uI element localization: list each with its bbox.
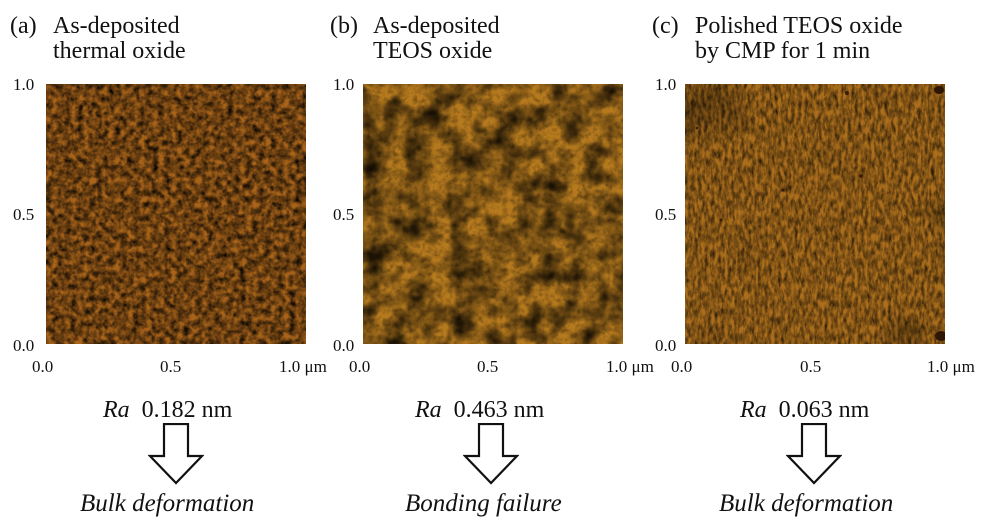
x-tick-start: 0.0 bbox=[349, 357, 371, 376]
result-text: Bulk deformation bbox=[80, 490, 255, 517]
y-tick-bottom: 0.0 bbox=[13, 336, 35, 355]
x-tick-middle: 0.5 bbox=[160, 357, 182, 376]
x-tick-end: 1.0 μm bbox=[927, 357, 975, 376]
panel-label: (b) bbox=[330, 13, 358, 39]
ra-number: 0.463 nm bbox=[453, 397, 545, 423]
y-tick-bottom: 0.0 bbox=[655, 336, 677, 355]
panel-c: (c) Polished TEOS oxide by CMP for 1 min… bbox=[652, 0, 982, 527]
result-text: Bulk deformation bbox=[719, 490, 894, 517]
down-arrow-icon bbox=[462, 422, 520, 485]
panel-title: Polished TEOS oxide by CMP for 1 min bbox=[695, 13, 903, 64]
x-tick-start: 0.0 bbox=[671, 357, 693, 376]
x-tick-middle: 0.5 bbox=[477, 357, 499, 376]
ra-symbol: Ra bbox=[103, 397, 130, 423]
ra-symbol: Ra bbox=[740, 397, 767, 423]
y-tick-top: 1.0 bbox=[13, 75, 35, 94]
y-tick-middle: 0.5 bbox=[13, 205, 35, 224]
x-tick-start: 0.0 bbox=[32, 357, 54, 376]
y-tick-top: 1.0 bbox=[655, 75, 677, 94]
panel-title: As-deposited thermal oxide bbox=[53, 13, 186, 64]
down-arrow-icon bbox=[785, 422, 843, 485]
y-tick-top: 1.0 bbox=[333, 75, 355, 94]
y-tick-middle: 0.5 bbox=[333, 205, 355, 224]
ra-number: 0.182 nm bbox=[141, 397, 233, 423]
ra-number: 0.063 nm bbox=[778, 397, 870, 423]
panel-label: (a) bbox=[10, 13, 37, 39]
x-tick-end: 1.0 μm bbox=[606, 357, 654, 376]
y-tick-middle: 0.5 bbox=[655, 205, 677, 224]
panel-label: (c) bbox=[652, 13, 679, 39]
x-tick-end: 1.0 μm bbox=[279, 357, 327, 376]
roughness-value: Ra 0.463 nm bbox=[415, 397, 544, 423]
down-arrow-icon bbox=[147, 422, 205, 485]
panel-a: (a) As-deposited thermal oxide 1.0 0.5 0… bbox=[10, 0, 340, 527]
y-tick-bottom: 0.0 bbox=[333, 336, 355, 355]
afm-topography-image bbox=[46, 84, 306, 344]
panel-b: (b) As-deposited TEOS oxide 1.0 0.5 0.0 … bbox=[330, 0, 660, 527]
x-tick-middle: 0.5 bbox=[800, 357, 822, 376]
roughness-value: Ra 0.182 nm bbox=[103, 397, 232, 423]
afm-topography-image bbox=[363, 84, 623, 344]
roughness-value: Ra 0.063 nm bbox=[740, 397, 869, 423]
result-text: Bonding failure bbox=[405, 490, 562, 517]
ra-symbol: Ra bbox=[415, 397, 442, 423]
afm-topography-image bbox=[685, 84, 945, 344]
panel-title: As-deposited TEOS oxide bbox=[373, 13, 500, 64]
